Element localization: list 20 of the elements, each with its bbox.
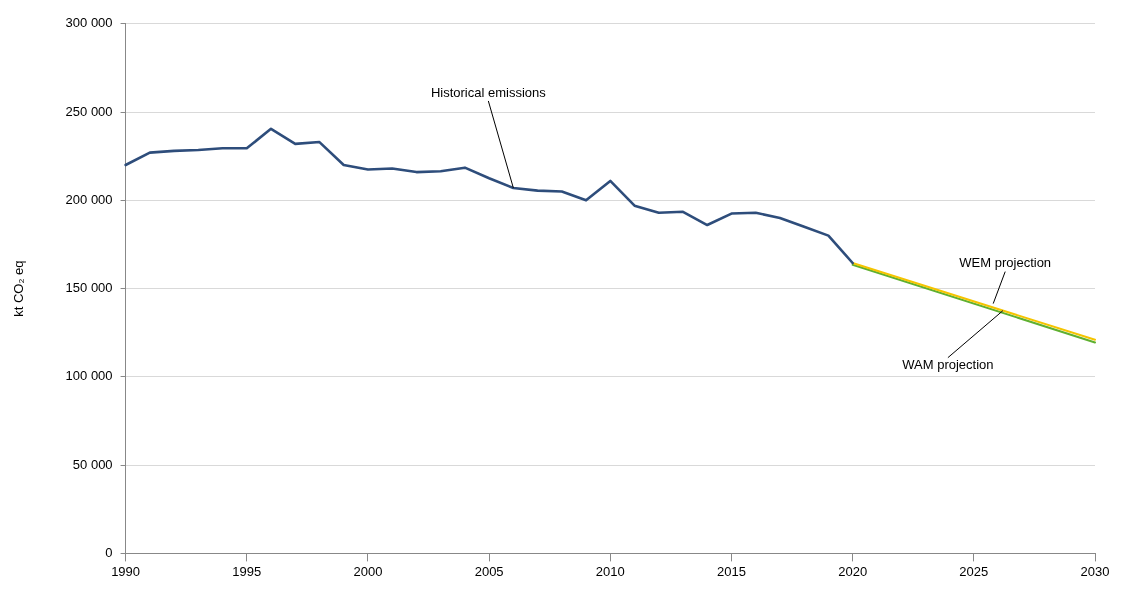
x-tick-label: 2030 (1080, 563, 1110, 579)
y-tick-label: 200 000 (65, 191, 113, 207)
y-tick-label: 50 000 (72, 456, 113, 472)
annotation: Historical emissions (430, 84, 547, 100)
y-tick-label: 0 (105, 544, 113, 560)
x-tick-label: 1995 (232, 563, 262, 579)
y-tick-label: 100 000 (65, 368, 113, 384)
x-tick-label: 2010 (595, 563, 625, 579)
x-tick-label: 2025 (959, 563, 989, 579)
x-tick-label: 2020 (838, 563, 868, 579)
x-tick-label: 1990 (111, 563, 141, 579)
x-tick-label: 2015 (717, 563, 746, 579)
annotation: WEM projection (959, 255, 1052, 271)
x-tick-label: 2005 (474, 563, 504, 579)
annotation: WAM projection (902, 357, 994, 373)
y-axis-title: kt CO₂ eq (11, 260, 27, 317)
y-tick-label: 250 000 (65, 103, 113, 119)
x-tick-label: 2000 (353, 563, 383, 579)
y-tick-label: 300 000 (65, 15, 113, 31)
y-tick-label: 150 000 (65, 280, 113, 296)
